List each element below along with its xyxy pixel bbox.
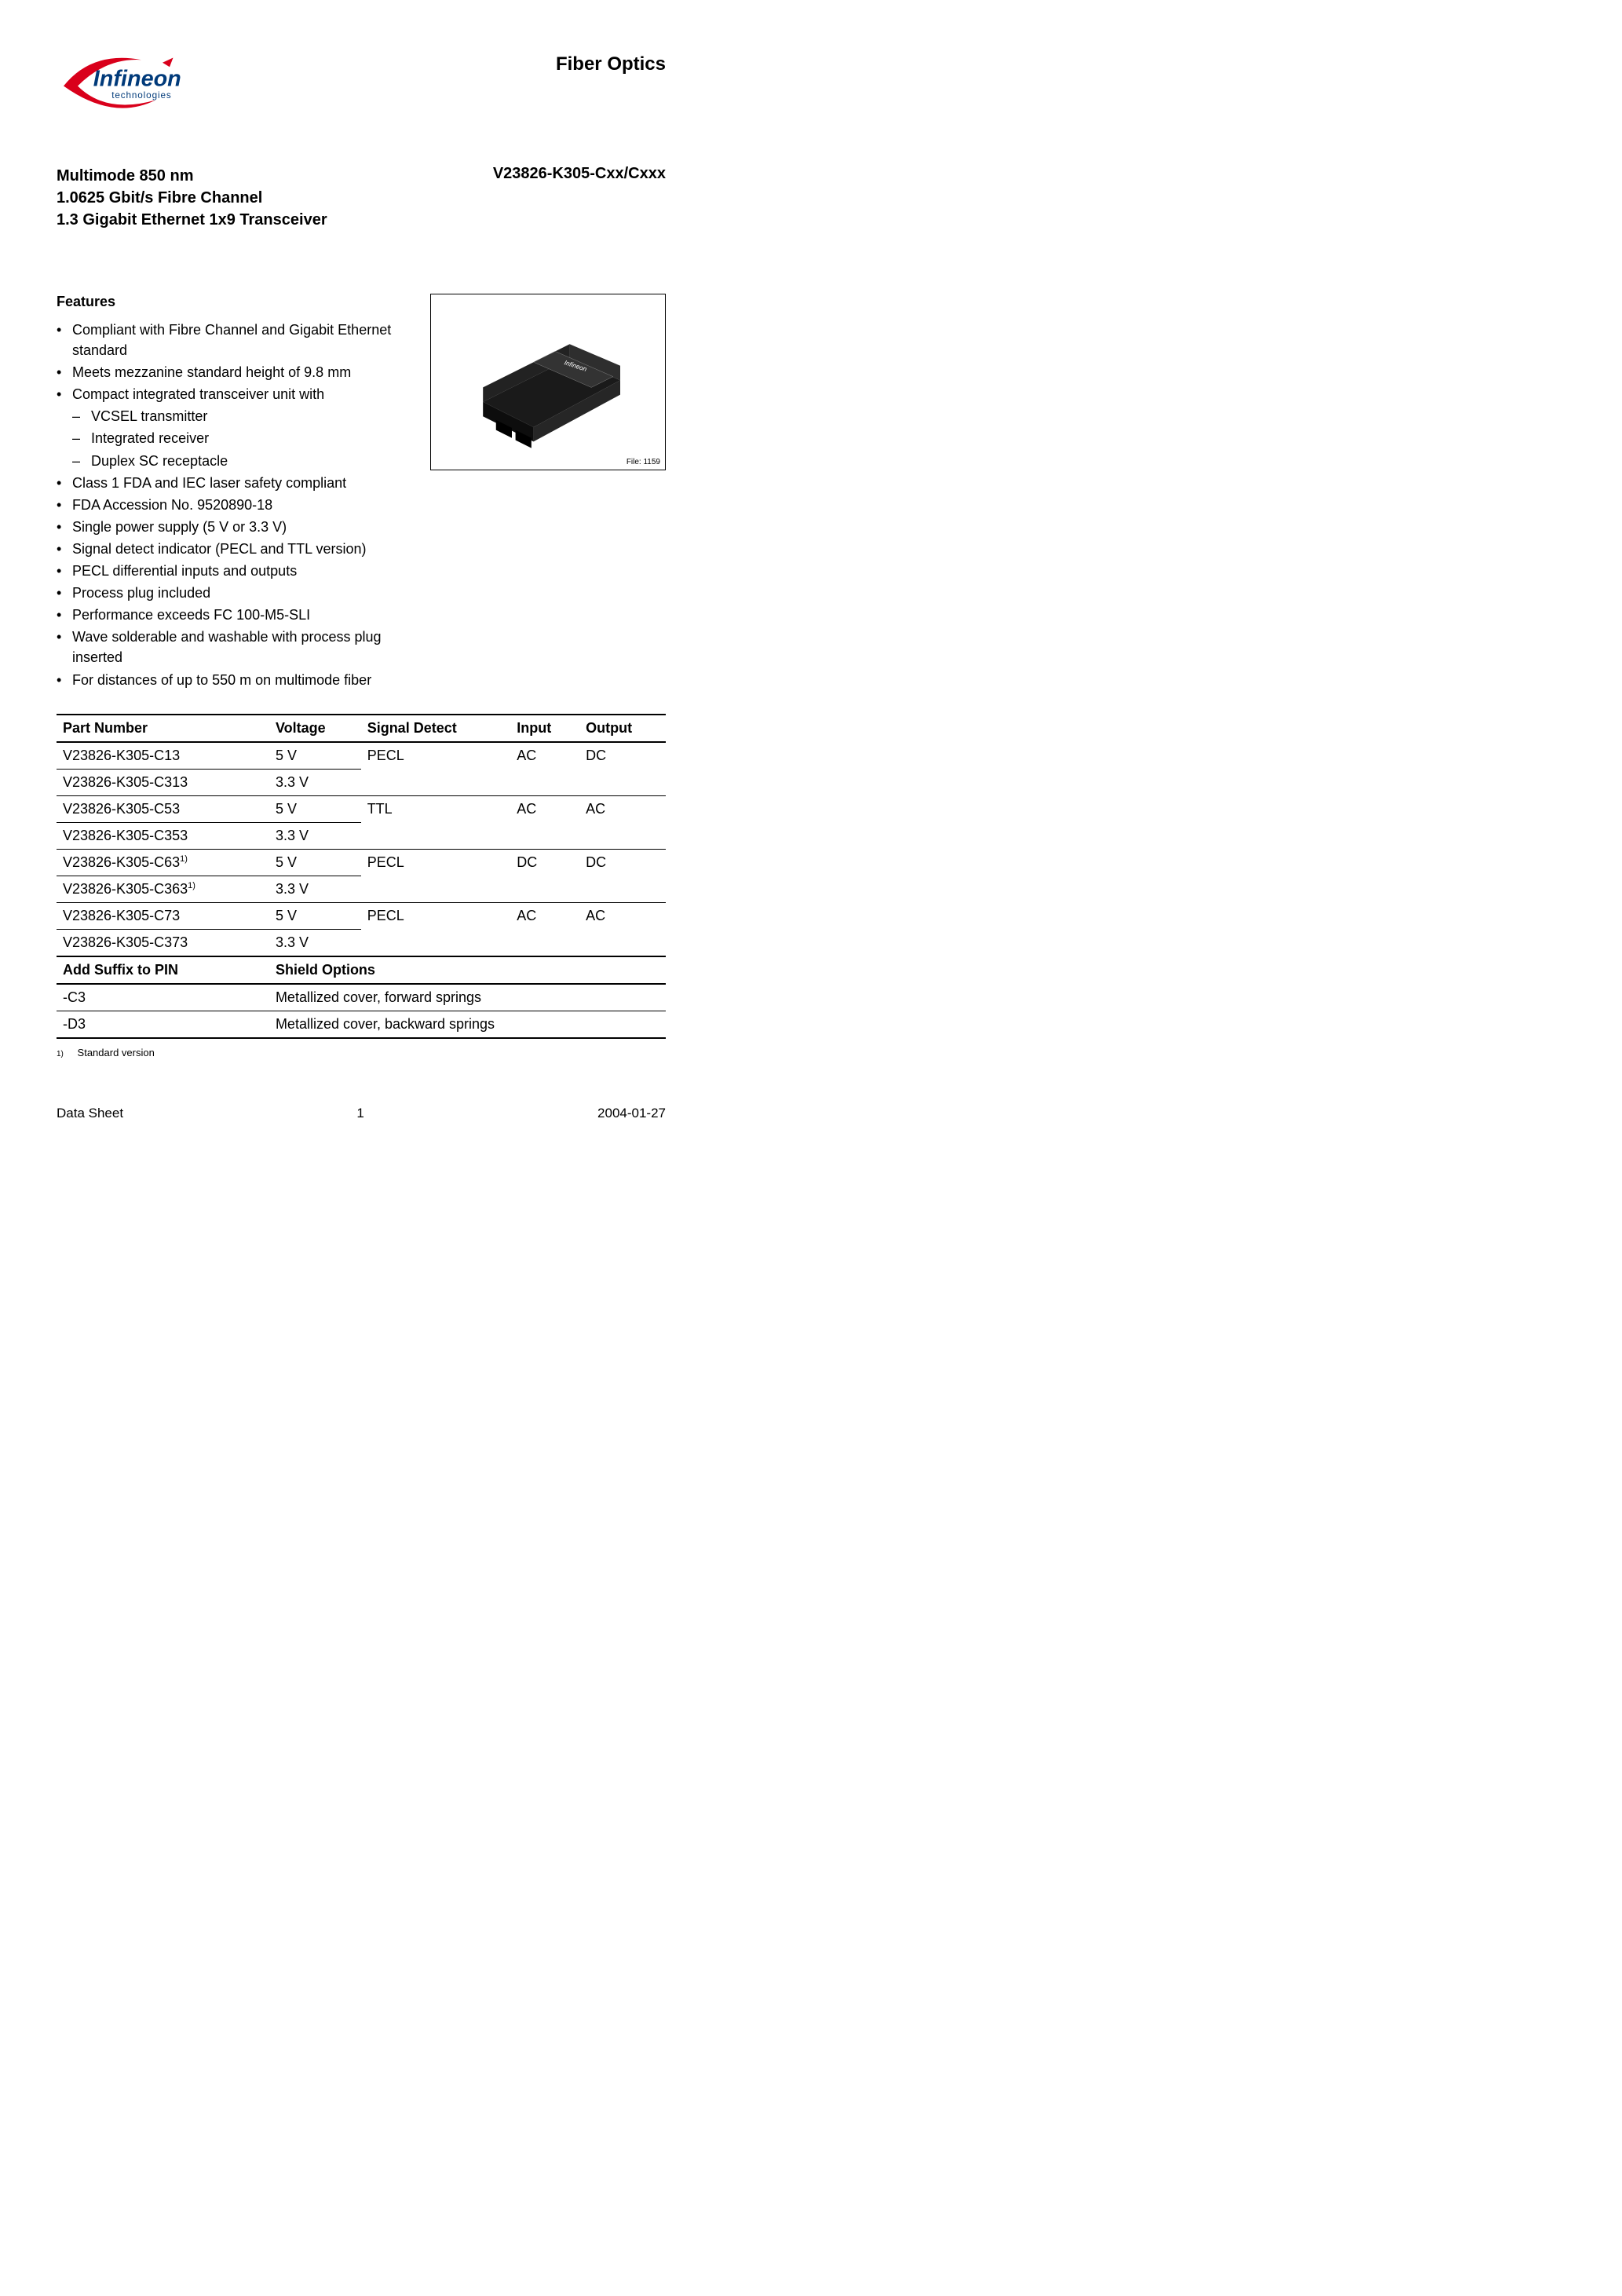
- cell-signal-detect: PECL: [361, 742, 511, 796]
- title-line-1: Multimode 850 nm: [57, 167, 193, 185]
- cell-input: AC: [510, 795, 579, 849]
- cell-voltage: 3.3 V: [269, 929, 361, 956]
- shield-header-left: Add Suffix to PIN: [57, 956, 269, 984]
- feature-item: Wave solderable and washable with proces…: [72, 627, 399, 667]
- cell-part-number: V23826-K305-C353: [57, 822, 269, 849]
- shield-header-row: Add Suffix to PINShield Options: [57, 956, 666, 984]
- title-line-2: 1.0625 Gbit/s Fibre Channel: [57, 189, 262, 207]
- feature-item: FDA Accession No. 9520890-18: [72, 495, 399, 515]
- cell-output: DC: [579, 742, 666, 796]
- feature-item: Compliant with Fibre Channel and Gigabit…: [72, 320, 399, 360]
- features-heading: Features: [57, 294, 399, 310]
- feature-subitem: VCSEL transmitter: [91, 406, 399, 426]
- feature-item: Meets mezzanine standard height of 9.8 m…: [72, 362, 399, 382]
- cell-output: AC: [579, 902, 666, 956]
- feature-item: PECL differential inputs and outputs: [72, 561, 399, 581]
- cell-signal-detect: PECL: [361, 849, 511, 902]
- shield-option: Metallized cover, forward springs: [269, 984, 666, 1011]
- product-image: Infineon File: 1159: [430, 294, 666, 470]
- title-line-3: 1.3 Gigabit Ethernet 1x9 Transceiver: [57, 211, 327, 229]
- features-column: Features Compliant with Fibre Channel an…: [57, 294, 399, 692]
- cell-input: AC: [510, 742, 579, 796]
- header-fiber-optics: Fiber Optics: [556, 53, 666, 75]
- feature-item: For distances of up to 550 m on multimod…: [72, 670, 399, 690]
- features-list: Compliant with Fibre Channel and Gigabit…: [57, 320, 399, 690]
- infineon-logo: Infineon technologies: [57, 47, 198, 118]
- feature-sublist: VCSEL transmitterIntegrated receiver Dupl…: [72, 406, 399, 470]
- cell-input: DC: [510, 849, 579, 902]
- shield-row: -C3Metallized cover, forward springs: [57, 984, 666, 1011]
- feature-subitem: Duplex SC receptacle: [91, 451, 399, 471]
- footnote-text: Standard version: [78, 1047, 155, 1058]
- feature-item: Class 1 FDA and IEC laser safety complia…: [72, 473, 399, 493]
- table-row: V23826-K305-C535 VTTLACAC: [57, 795, 666, 822]
- title-right: V23826-K305-Cxx/Cxxx: [493, 165, 666, 231]
- cell-signal-detect: TTL: [361, 795, 511, 849]
- shield-suffix: -C3: [57, 984, 269, 1011]
- features-and-image: Features Compliant with Fibre Channel an…: [57, 294, 666, 692]
- cell-part-number: V23826-K305-C373: [57, 929, 269, 956]
- cell-input: AC: [510, 902, 579, 956]
- cell-output: DC: [579, 849, 666, 902]
- cell-voltage: 5 V: [269, 902, 361, 929]
- feature-item: Signal detect indicator (PECL and TTL ve…: [72, 539, 399, 559]
- shield-row: -D3Metallized cover, backward springs: [57, 1011, 666, 1038]
- logo-text-sub: technologies: [111, 90, 171, 101]
- image-file-label: File: 1159: [627, 458, 660, 466]
- title-left: Multimode 850 nm 1.0625 Gbit/s Fibre Cha…: [57, 165, 327, 231]
- footnote: 1) Standard version: [57, 1047, 666, 1058]
- table-row: V23826-K305-C735 VPECLACAC: [57, 902, 666, 929]
- cell-signal-detect: PECL: [361, 902, 511, 956]
- cell-voltage: 5 V: [269, 795, 361, 822]
- footer-right: 2004-01-27: [597, 1106, 666, 1121]
- cell-part-number: V23826-K305-C73: [57, 902, 269, 929]
- table-row: V23826-K305-C631)5 VPECLDCDC: [57, 849, 666, 876]
- cell-output: AC: [579, 795, 666, 849]
- logo-text-top: Infineon: [93, 67, 181, 92]
- footer-center: 1: [356, 1106, 363, 1121]
- feature-item: Compact integrated transceiver unit with…: [72, 384, 399, 470]
- product-image-wrapper: Infineon File: 1159: [430, 294, 666, 692]
- feature-subitem: Integrated receiver: [91, 428, 399, 448]
- cell-voltage: 3.3 V: [269, 876, 361, 902]
- title-block: Multimode 850 nm 1.0625 Gbit/s Fibre Cha…: [57, 165, 666, 231]
- shield-option: Metallized cover, backward springs: [269, 1011, 666, 1038]
- cell-part-number: V23826-K305-C53: [57, 795, 269, 822]
- cell-part-number: V23826-K305-C631): [57, 849, 269, 876]
- col-input: Input: [510, 715, 579, 742]
- feature-item: Performance exceeds FC 100-M5-SLI: [72, 605, 399, 625]
- cell-voltage: 3.3 V: [269, 769, 361, 795]
- cell-voltage: 5 V: [269, 742, 361, 770]
- cell-voltage: 5 V: [269, 849, 361, 876]
- cell-part-number: V23826-K305-C3631): [57, 876, 269, 902]
- shield-suffix: -D3: [57, 1011, 269, 1038]
- col-signal-detect: Signal Detect: [361, 715, 511, 742]
- cell-voltage: 3.3 V: [269, 822, 361, 849]
- col-voltage: Voltage: [269, 715, 361, 742]
- footnote-mark: 1): [57, 1050, 64, 1058]
- table-header-row: Part Number Voltage Signal Detect Input …: [57, 715, 666, 742]
- footer: Data Sheet 1 2004-01-27: [57, 1106, 666, 1121]
- feature-item: Process plug included: [72, 583, 399, 603]
- cell-part-number: V23826-K305-C13: [57, 742, 269, 770]
- part-number-table: Part Number Voltage Signal Detect Input …: [57, 714, 666, 1039]
- feature-item: Single power supply (5 V or 3.3 V): [72, 517, 399, 537]
- col-part-number: Part Number: [57, 715, 269, 742]
- cell-part-number: V23826-K305-C313: [57, 769, 269, 795]
- shield-header-right: Shield Options: [269, 956, 666, 984]
- footer-left: Data Sheet: [57, 1106, 123, 1121]
- col-output: Output: [579, 715, 666, 742]
- table-row: V23826-K305-C135 VPECLACDC: [57, 742, 666, 770]
- header: Infineon technologies Fiber Optics: [57, 47, 666, 118]
